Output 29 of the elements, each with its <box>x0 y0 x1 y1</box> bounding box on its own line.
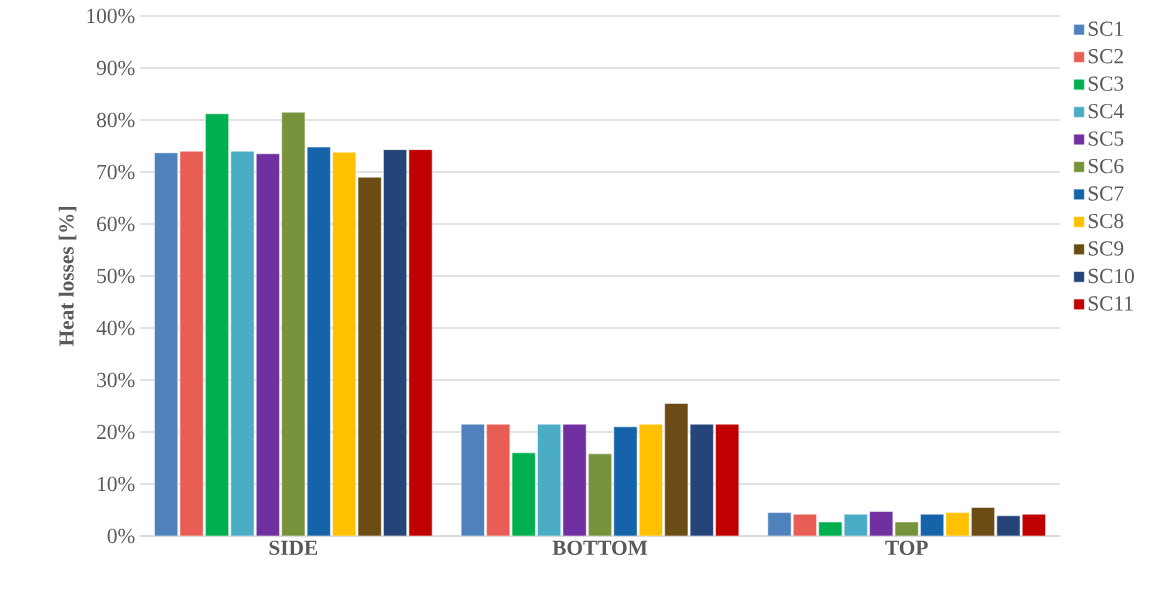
legend-label: SC5 <box>1088 131 1124 146</box>
y-tick-label: 100% <box>87 8 135 24</box>
y-tick-label: 20% <box>97 424 135 440</box>
legend-label: SC2 <box>1088 49 1123 64</box>
bar <box>460 423 485 536</box>
y-tick-label: 0% <box>107 528 135 544</box>
legend-label: SC9 <box>1088 241 1124 256</box>
legend-label: SC7 <box>1088 186 1124 201</box>
y-tick-label: 90% <box>96 60 135 76</box>
x-tick-label: BOTTOM <box>552 540 648 556</box>
legend-label: SC3 <box>1088 76 1124 91</box>
y-tick-label: 80% <box>97 112 135 128</box>
legend-label: SC4 <box>1088 103 1124 119</box>
legend-label: SC8 <box>1088 213 1124 229</box>
y-tick-label: 70% <box>97 164 135 180</box>
bar <box>408 149 433 536</box>
y-tick-label: 60% <box>97 216 135 232</box>
legend-label: SC6 <box>1088 158 1124 174</box>
y-tick-label: 30% <box>97 372 135 388</box>
bar <box>154 152 178 536</box>
legend-label: SC11 <box>1088 296 1133 311</box>
x-tick-label: SIDE <box>269 540 318 556</box>
y-tick-label: 50% <box>97 268 135 284</box>
y-tick-label: 40% <box>96 320 135 336</box>
legend-label: SC10 <box>1088 268 1134 284</box>
y-tick-label: 10% <box>98 476 135 492</box>
legend-label: SC1 <box>1088 21 1123 36</box>
x-tick-label: TOP <box>885 540 928 556</box>
y-axis-title: Heat losses [%] <box>58 207 77 347</box>
